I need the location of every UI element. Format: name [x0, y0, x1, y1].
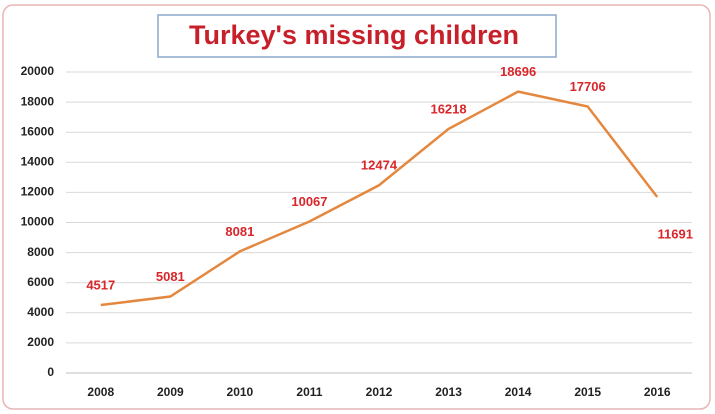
data-label: 4517	[86, 277, 115, 292]
data-label: 17706	[570, 79, 606, 94]
data-line	[100, 90, 659, 307]
x-tick-label: 2014	[505, 385, 532, 399]
data-label: 11691	[658, 226, 693, 241]
y-tick-label: 8000	[27, 245, 54, 259]
data-label: 10067	[291, 194, 327, 209]
title-box	[157, 14, 557, 58]
data-label: 12474	[361, 158, 398, 173]
y-tick-label: 16000	[21, 124, 55, 138]
y-tick-label: 12000	[21, 185, 55, 199]
y-tick-label: 18000	[21, 94, 55, 108]
y-tick-label: 20000	[21, 64, 55, 78]
data-label: 18696	[500, 64, 536, 79]
x-tick-label: 2009	[157, 385, 184, 399]
y-tick-label: 4000	[27, 305, 54, 319]
chart-title: Turkey's missing children	[189, 20, 519, 50]
data-label: 16218	[430, 101, 466, 116]
y-tick-label: 6000	[27, 275, 54, 289]
data-label: 8081	[225, 224, 254, 239]
x-tick-label: 2011	[296, 385, 322, 399]
x-tick-label: 2016	[644, 385, 671, 399]
y-tick-label: 0	[47, 365, 54, 379]
chart-frame	[2, 4, 711, 410]
x-tick-label: 2010	[227, 385, 254, 399]
x-tick-label: 2008	[87, 385, 114, 399]
y-tick-label: 2000	[27, 335, 54, 349]
y-tick-label: 10000	[21, 215, 55, 229]
data-label: 5081	[156, 269, 185, 284]
x-tick-label: 2012	[366, 385, 393, 399]
y-tick-label: 14000	[21, 154, 55, 168]
x-tick-label: 2015	[574, 385, 601, 399]
x-tick-label: 2013	[435, 385, 462, 399]
